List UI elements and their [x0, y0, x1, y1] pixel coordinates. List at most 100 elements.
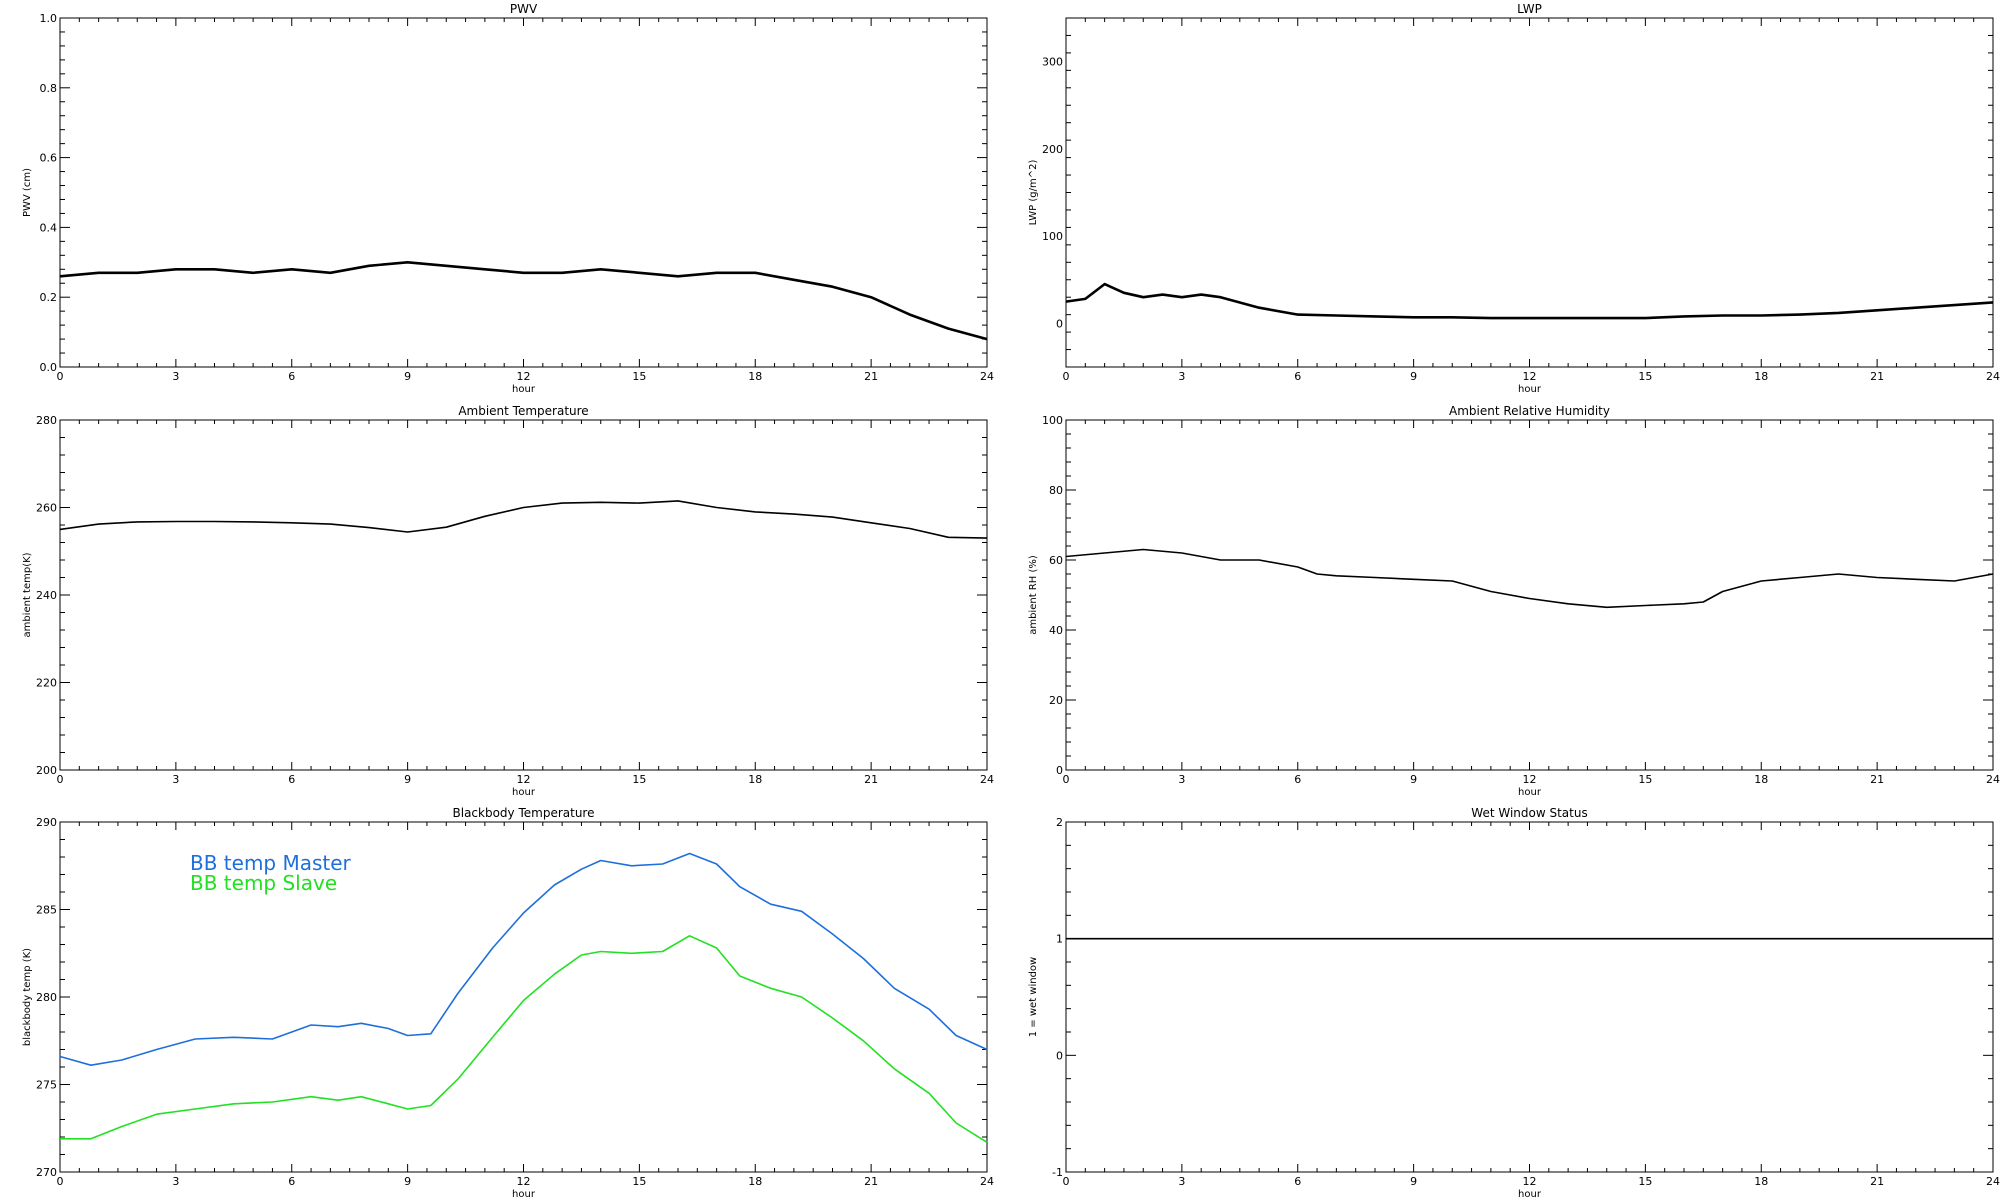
y-tick-label: 1	[1056, 933, 1063, 946]
chart-pwv: 0 3 6 9 12 15 18 21 24 0.0 0.2 0.4 0.6 0.8 1.0 PWV hour P…	[22, 2, 994, 395]
x-tick-label: 6	[1294, 773, 1301, 786]
x-axis-label: hour	[512, 384, 536, 395]
x-tick-label: 6	[288, 773, 295, 786]
x-tick-label: 24	[1986, 773, 2000, 786]
plot-frame	[59, 17, 988, 368]
chart-title: LWP	[1517, 2, 1542, 16]
x-tick-label: 12	[1523, 1175, 1537, 1188]
x-tick-label: 9	[1410, 1175, 1417, 1188]
y-tick-label: 40	[1049, 624, 1063, 637]
x-axis-label: hour	[1518, 384, 1542, 395]
x-tick-label: 9	[404, 773, 411, 786]
x-tick-label: 12	[1523, 370, 1537, 383]
x-tick-label: 18	[1754, 773, 1768, 786]
y-tick-label: 200	[1042, 143, 1063, 156]
y-tick-label: 100	[1042, 230, 1063, 243]
x-tick-label: 21	[1870, 1175, 1884, 1188]
x-tick-label: 21	[1870, 370, 1884, 383]
y-tick-label: -1	[1052, 1166, 1063, 1179]
x-tick-label: 18	[748, 1175, 762, 1188]
y-axis-label: ambient temp(K)	[22, 552, 33, 637]
legend-entry: BB temp Master	[190, 851, 352, 875]
legend-entry: BB temp Slave	[190, 871, 337, 895]
y-tick-label: 200	[36, 764, 57, 777]
x-axis-label: hour	[512, 1189, 536, 1200]
y-tick-label: 275	[36, 1079, 57, 1092]
plot-frame	[59, 419, 988, 771]
x-tick-label: 21	[864, 773, 878, 786]
y-tick-label: 0.8	[40, 82, 58, 95]
y-tick-label: 20	[1049, 694, 1063, 707]
x-tick-label: 9	[404, 1175, 411, 1188]
chart-blackbody-temp: 0 3 6 9 12 15 18 21 24 270 275 280 285 290 Blackbody T…	[22, 806, 994, 1200]
x-tick-label: 3	[172, 773, 179, 786]
chart-ambient-temp: 0 3 6 9 12 15 18 21 24 200 220 240 260 280 Ambient Tem…	[22, 404, 994, 798]
series-line	[1065, 282, 1994, 320]
y-tick-label: 220	[36, 677, 57, 690]
x-tick-label: 0	[57, 773, 64, 786]
chart-title: PWV	[510, 2, 538, 16]
x-tick-label: 15	[1638, 1175, 1652, 1188]
x-tick-label: 24	[980, 370, 994, 383]
plot-frame	[1065, 821, 1994, 1173]
series-line-bb-temp-slave	[60, 934, 988, 1143]
y-tick-label: 100	[1042, 414, 1063, 427]
y-tick-label: 0.0	[40, 361, 58, 374]
y-tick-label: 80	[1049, 484, 1063, 497]
x-tick-label: 6	[288, 1175, 295, 1188]
y-axis-label: PWV (cm)	[22, 168, 33, 217]
chart-title: Blackbody Temperature	[453, 806, 595, 820]
x-tick-label: 21	[1870, 773, 1884, 786]
x-tick-label: 9	[404, 370, 411, 383]
y-tick-label: 290	[36, 816, 57, 829]
x-tick-label: 18	[1754, 1175, 1768, 1188]
y-axis-label: blackbody temp (K)	[22, 948, 33, 1046]
x-tick-label: 6	[288, 370, 295, 383]
y-tick-label: 60	[1049, 554, 1063, 567]
chart-lwp: 0 3 6 9 12 15 18 21 24 0 100 200 300 LWP hour LWP (g/m^…	[1028, 2, 2000, 395]
x-tick-label: 0	[57, 1175, 64, 1188]
y-tick-label: 270	[36, 1166, 57, 1179]
y-tick-label: 240	[36, 589, 57, 602]
y-tick-label: 1.0	[40, 12, 58, 25]
chart-title: Ambient Temperature	[458, 404, 588, 418]
x-tick-label: 15	[632, 1175, 646, 1188]
x-tick-label: 24	[980, 773, 994, 786]
x-tick-label: 0	[1063, 773, 1070, 786]
plot-frame	[1065, 17, 1994, 368]
y-tick-label: 0.2	[40, 291, 58, 304]
y-axis-label: ambient RH (%)	[1028, 555, 1039, 635]
x-axis-label: hour	[1518, 787, 1542, 798]
x-tick-label: 6	[1294, 370, 1301, 383]
x-tick-label: 12	[517, 1175, 531, 1188]
x-tick-label: 3	[1178, 1175, 1185, 1188]
x-tick-label: 15	[1638, 773, 1652, 786]
y-tick-label: 285	[36, 904, 57, 917]
x-tick-label: 15	[632, 370, 646, 383]
x-tick-label: 9	[1410, 773, 1417, 786]
plot-frame	[1065, 419, 1994, 771]
x-tick-label: 0	[57, 370, 64, 383]
y-tick-label: 280	[36, 414, 57, 427]
x-tick-label: 12	[517, 370, 531, 383]
chart-ambient-rh: 0 3 6 9 12 15 18 21 24 0 20 40 60 80 100 Ambient Relati…	[1028, 404, 2000, 798]
x-tick-label: 18	[748, 773, 762, 786]
x-tick-label: 12	[517, 773, 531, 786]
x-tick-label: 18	[748, 370, 762, 383]
x-tick-label: 24	[1986, 1175, 2000, 1188]
x-tick-label: 6	[1294, 1175, 1301, 1188]
x-tick-label: 15	[632, 773, 646, 786]
y-tick-label: 0	[1056, 764, 1063, 777]
y-tick-label: 0.6	[40, 152, 58, 165]
x-axis-label: hour	[512, 787, 536, 798]
series-line	[1065, 548, 1994, 609]
x-tick-label: 0	[1063, 370, 1070, 383]
x-tick-label: 3	[1178, 773, 1185, 786]
x-axis-label: hour	[1518, 1189, 1542, 1200]
x-tick-label: 24	[980, 1175, 994, 1188]
series-line	[59, 260, 988, 341]
x-tick-label: 3	[172, 1175, 179, 1188]
x-tick-label: 21	[864, 1175, 878, 1188]
y-tick-label: 0.4	[40, 221, 58, 234]
